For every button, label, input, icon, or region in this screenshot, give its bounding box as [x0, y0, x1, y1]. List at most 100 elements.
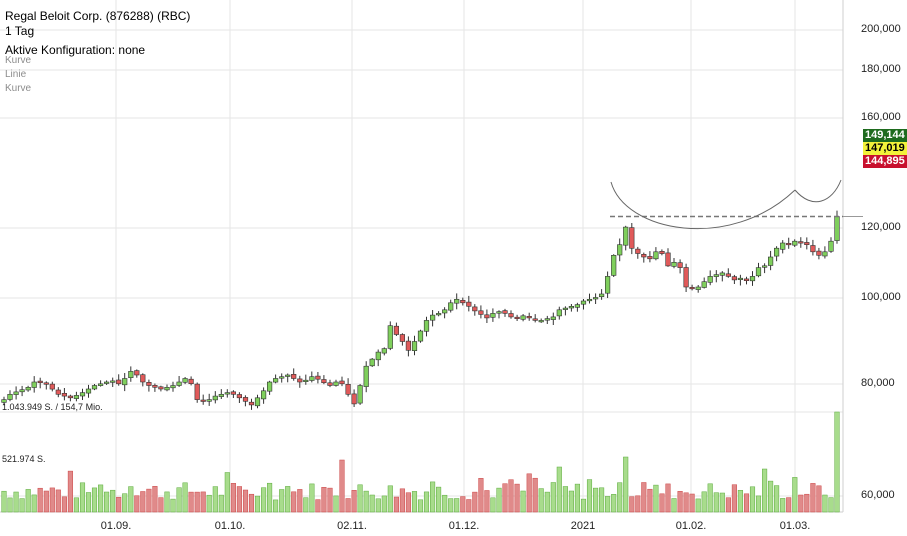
candle-body: [749, 276, 756, 282]
candle-body: [351, 393, 357, 405]
candle-body: [128, 371, 134, 378]
y-tick-label: 180,000: [861, 63, 901, 75]
volume-bar: [49, 487, 55, 513]
candle-body: [526, 315, 532, 319]
active-config: Aktive Konfiguration: none: [5, 43, 146, 57]
volume-bar: [478, 478, 484, 513]
candle-body: [822, 251, 828, 257]
volume-bar: [25, 489, 31, 513]
volume-bar: [810, 483, 816, 513]
volume-bar: [707, 483, 713, 513]
candle-body: [743, 278, 750, 281]
candle-body: [194, 383, 200, 400]
candle-body: [146, 381, 152, 386]
volume-bar: [635, 495, 641, 513]
candle-body: [556, 309, 562, 317]
volume-bar: [544, 491, 550, 513]
volume-bar: [834, 411, 840, 513]
candle-body: [731, 276, 737, 281]
volume-bar: [436, 486, 442, 513]
volume-bar: [526, 473, 532, 513]
candle-body: [761, 265, 768, 268]
candle-body: [110, 380, 116, 383]
candle-body: [798, 241, 804, 244]
candle-body: [79, 392, 86, 397]
candle-body: [520, 315, 526, 320]
candle-body: [635, 248, 641, 254]
volume-bar: [725, 497, 731, 513]
volume-bar: [496, 487, 502, 513]
candle-body: [580, 300, 587, 305]
volume-bar: [321, 487, 327, 513]
candle-body: [780, 242, 786, 250]
candle-body: [152, 384, 158, 388]
volume-bar: [339, 459, 345, 513]
volume-bar: [665, 483, 671, 513]
indicator-item-kurve-2[interactable]: Kurve: [5, 83, 32, 94]
candle-body: [737, 277, 743, 281]
volume-bar: [417, 499, 424, 513]
volume-bar: [242, 489, 249, 513]
candle-body: [230, 391, 237, 395]
volume-bar: [755, 495, 762, 513]
candle-body: [411, 341, 418, 351]
candle-body: [98, 383, 104, 386]
volume-bar: [532, 477, 538, 513]
volume-bar: [303, 497, 309, 513]
volume-bar: [261, 487, 267, 513]
candle-body: [405, 340, 412, 351]
candle-body: [122, 378, 128, 386]
candle-body: [834, 216, 840, 241]
candle-body: [55, 389, 61, 395]
indicator-item-kurve-1[interactable]: Kurve: [5, 55, 32, 66]
candle-body: [707, 276, 713, 283]
y-tick-label: 120,000: [861, 221, 901, 233]
volume-bar: [568, 490, 574, 513]
volume-bar: [67, 470, 73, 513]
candle-body: [285, 374, 291, 377]
candle-body: [604, 276, 611, 294]
volume-bar: [363, 490, 369, 513]
volume-bar: [816, 485, 822, 513]
candle-body: [665, 252, 671, 267]
volume-bar: [689, 493, 695, 513]
volume-mid-label: 521.974 S.: [2, 454, 46, 464]
volume-bar: [556, 466, 562, 513]
volume-bar: [315, 499, 321, 513]
candle-body: [291, 373, 297, 379]
candle-body: [242, 397, 249, 402]
volume-bar: [798, 494, 804, 513]
candle-body: [514, 316, 520, 320]
volume-bar: [762, 468, 768, 513]
volume-bar: [822, 494, 828, 513]
volume-bar: [31, 494, 37, 513]
volume-bar: [713, 492, 719, 513]
candle-body: [417, 330, 424, 342]
candle-body: [170, 385, 176, 389]
volume-bar: [116, 496, 122, 513]
candle-body: [786, 243, 792, 246]
candle-body: [659, 251, 665, 254]
candle-body: [333, 381, 339, 386]
volume-bar: [188, 491, 194, 513]
candle-body: [466, 301, 472, 307]
volume-bar: [586, 479, 593, 513]
candle-body: [357, 385, 363, 404]
y-tick-label: 160,000: [861, 111, 901, 123]
volume-bar: [230, 483, 236, 513]
candle-body: [37, 380, 43, 384]
candle-body: [490, 313, 496, 318]
candle-body: [641, 254, 647, 258]
candle-body: [387, 325, 393, 349]
candle-body: [248, 401, 255, 406]
candle-body: [683, 267, 689, 288]
x-tick-label: 01.03.: [779, 520, 811, 532]
indicator-item-linie[interactable]: Linie: [5, 69, 27, 80]
cup-curve: [610, 181, 796, 230]
candle-body: [804, 242, 810, 245]
volume-bar: [297, 489, 303, 513]
candle-body: [188, 378, 194, 385]
volume-bar: [490, 497, 496, 513]
volume-bar: [701, 491, 707, 513]
candle-body: [212, 395, 218, 401]
